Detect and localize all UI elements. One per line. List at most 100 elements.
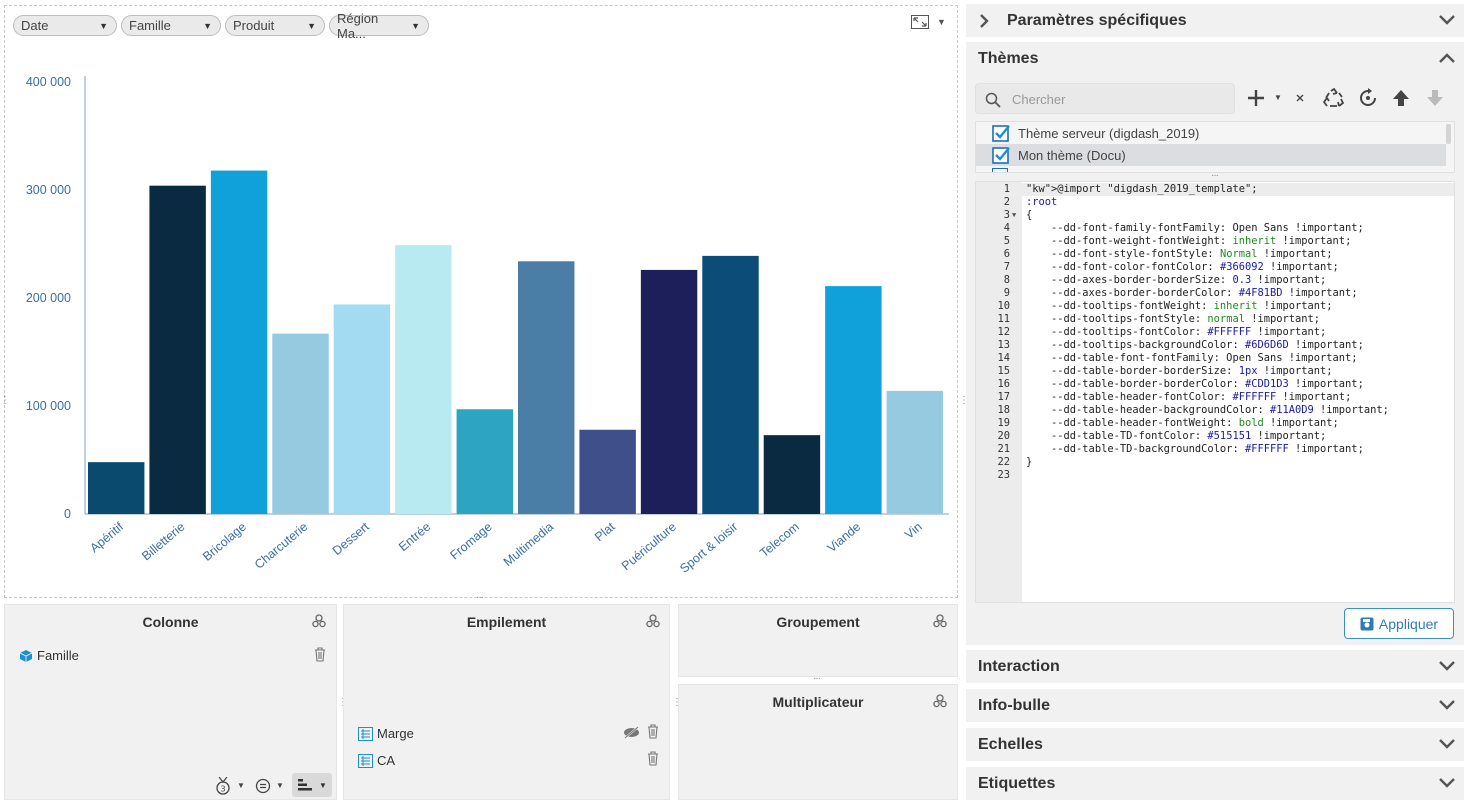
filter-region[interactable]: Région Ma... ▼ bbox=[329, 11, 429, 41]
zone-colonne[interactable]: Colonne Famille 3 ▼ ▼ ▼ bbox=[4, 604, 337, 800]
chevron-down-icon bbox=[1439, 700, 1455, 710]
css-code-editor[interactable]: 1 "kw">@import "digdash_2019_template"; 2:… bbox=[975, 181, 1455, 603]
code-line[interactable]: 3 ▼ { bbox=[976, 209, 1454, 222]
line-number: 7 bbox=[1003, 261, 1010, 273]
resize-handle[interactable]: ⋮ bbox=[0, 395, 10, 406]
sort-bars-icon bbox=[298, 779, 312, 791]
resize-handle[interactable]: ··· bbox=[813, 673, 821, 684]
code-line[interactable]: 16 --dd-table-border-borderColor: #CDD1D… bbox=[976, 378, 1454, 391]
ranking-icon[interactable]: 3 bbox=[215, 777, 231, 795]
section-parametres[interactable]: Paramètres spécifiques bbox=[966, 4, 1464, 37]
section-themes-header[interactable]: Thèmes bbox=[966, 42, 1464, 74]
code-line[interactable]: 5 --dd-font-weight-fontWeight: inherit !… bbox=[976, 235, 1454, 248]
expand-icon[interactable] bbox=[911, 15, 929, 29]
code-line[interactable]: 12 --dd-tooltips-fontColor: #FFFFFF !imp… bbox=[976, 326, 1454, 339]
section-interaction[interactable]: Interaction bbox=[966, 650, 1464, 683]
zone-item-marge[interactable]: Marge bbox=[358, 726, 414, 741]
trash-icon[interactable] bbox=[647, 751, 659, 766]
reset-icon[interactable] bbox=[1358, 88, 1378, 108]
gear-icon[interactable] bbox=[312, 614, 326, 628]
theme-item[interactable]: Mon thème (Docu) bbox=[976, 144, 1446, 166]
zone-groupement[interactable]: Groupement bbox=[678, 604, 958, 677]
code-line[interactable]: 19 --dd-table-header-fontWeight: bold !i… bbox=[976, 417, 1454, 430]
theme-search[interactable] bbox=[975, 83, 1235, 114]
sort-button[interactable]: ▼ bbox=[292, 773, 332, 797]
code-line[interactable]: 22} bbox=[976, 456, 1454, 469]
checkbox-checked-icon[interactable] bbox=[992, 146, 1011, 164]
resize-handle[interactable]: ⋮ bbox=[959, 395, 969, 406]
section-echelles[interactable]: Echelles bbox=[966, 728, 1464, 761]
move-down-icon[interactable] bbox=[1425, 88, 1445, 108]
code-line[interactable]: 8 --dd-axes-border-borderSize: 0.3 !impo… bbox=[976, 274, 1454, 287]
caret-down-icon[interactable]: ▼ bbox=[1274, 93, 1282, 102]
code-line[interactable]: 10 --dd-tooltips-fontWeight: inherit !im… bbox=[976, 300, 1454, 313]
save-icon bbox=[1360, 617, 1374, 630]
list-scrollbar[interactable] bbox=[1446, 124, 1451, 144]
resize-handle[interactable]: ··· bbox=[1211, 170, 1219, 181]
caret-down-icon[interactable]: ▼ bbox=[276, 781, 284, 790]
eye-off-icon[interactable] bbox=[623, 726, 640, 739]
code-line[interactable]: 9 --dd-axes-border-borderColor: #4F81BD … bbox=[976, 287, 1454, 300]
zone-colonne-title: Colonne bbox=[142, 614, 199, 630]
code-line[interactable]: 21 --dd-table-TD-backgroundColor: #FFFFF… bbox=[976, 443, 1454, 456]
recycle-icon[interactable] bbox=[1323, 88, 1345, 108]
fold-caret-icon[interactable]: ▼ bbox=[1012, 211, 1017, 219]
gear-icon[interactable] bbox=[933, 614, 947, 628]
zone-item-ca[interactable]: CA bbox=[358, 753, 395, 768]
y-tick-label: 400 000 bbox=[26, 75, 71, 89]
filter-produit[interactable]: Produit ▼ bbox=[225, 15, 325, 36]
section-etiquettes-title: Etiquettes bbox=[978, 775, 1056, 792]
checkbox-checked-icon[interactable] bbox=[992, 124, 1011, 142]
code-line[interactable]: 4 --dd-font-family-fontFamily: Open Sans… bbox=[976, 222, 1454, 235]
filter-date[interactable]: Date ▼ bbox=[13, 15, 117, 36]
zone-empilement[interactable]: Empilement Marge CA bbox=[343, 604, 670, 800]
section-infobulle[interactable]: Info-bulle bbox=[966, 689, 1464, 722]
code-line[interactable]: 20 --dd-table-TD-fontColor: #515151 !imp… bbox=[976, 430, 1454, 443]
theme-list: Thème serveur (digdash_2019) Mon thème (… bbox=[975, 121, 1455, 173]
filter-famille[interactable]: Famille ▼ bbox=[121, 15, 221, 36]
line-number: 5 bbox=[1003, 235, 1010, 247]
theme-item-label: Thème serveur (digdash_2019) bbox=[1018, 125, 1200, 141]
code-line[interactable]: 11 --dd-tooltips-fontStyle: normal !impo… bbox=[976, 313, 1454, 326]
code-line[interactable]: 6 --dd-font-style-fontStyle: Normal !imp… bbox=[976, 248, 1454, 261]
move-up-icon[interactable] bbox=[1391, 88, 1411, 108]
code-line[interactable]: 17 --dd-table-header-fontColor: #FFFFFF … bbox=[976, 391, 1454, 404]
bar-entr-e bbox=[395, 245, 452, 514]
code-line[interactable]: 18 --dd-table-header-backgroundColor: #1… bbox=[976, 404, 1454, 417]
theme-item[interactable]: Thème serveur (digdash_2019) bbox=[976, 122, 1446, 144]
apply-button-label: Appliquer bbox=[1378, 615, 1439, 632]
code-text: --dd-table-header-fontColor: #FFFFFF !im… bbox=[1026, 391, 1352, 403]
line-number: 21 bbox=[997, 443, 1010, 455]
trash-icon[interactable] bbox=[314, 647, 326, 662]
close-icon[interactable] bbox=[1295, 93, 1305, 103]
resize-handle[interactable]: ··· bbox=[476, 592, 484, 603]
resize-handle[interactable]: ⋮ bbox=[672, 697, 682, 708]
code-text: --dd-table-header-fontWeight: bold !impo… bbox=[1026, 417, 1339, 429]
gear-icon[interactable] bbox=[646, 614, 660, 628]
code-line[interactable]: 13 --dd-tooltips-backgroundColor: #6D6D6… bbox=[976, 339, 1454, 352]
code-text: --dd-table-border-borderSize: 1px !impor… bbox=[1026, 365, 1333, 377]
x-tick-label: Charcuterie bbox=[252, 520, 311, 572]
zone-multiplicateur[interactable]: Multiplicateur bbox=[678, 684, 958, 800]
code-line[interactable]: 14 --dd-table-font-fontFamily: Open Sans… bbox=[976, 352, 1454, 365]
filter-famille-label: Famille bbox=[129, 18, 171, 33]
search-input[interactable] bbox=[1012, 89, 1222, 109]
add-icon[interactable] bbox=[1246, 88, 1266, 108]
caret-down-icon[interactable]: ▼ bbox=[237, 781, 245, 790]
x-tick-label: Fromage bbox=[447, 520, 494, 563]
bar-ap-ritif bbox=[88, 462, 145, 514]
code-line[interactable]: 15 --dd-table-border-borderSize: 1px !im… bbox=[976, 365, 1454, 378]
code-line[interactable]: 7 --dd-font-color-fontColor: #366092 !im… bbox=[976, 261, 1454, 274]
code-line[interactable]: 23 bbox=[976, 469, 1454, 482]
code-line[interactable]: 2:root bbox=[976, 196, 1454, 209]
apply-button[interactable]: Appliquer bbox=[1344, 608, 1454, 639]
gear-icon[interactable] bbox=[933, 694, 947, 708]
section-etiquettes[interactable]: Etiquettes bbox=[966, 767, 1464, 800]
x-tick-label: Entrée bbox=[396, 520, 433, 554]
bar-charcuterie bbox=[272, 333, 329, 514]
zone-item-famille[interactable]: Famille bbox=[19, 648, 79, 663]
trash-icon[interactable] bbox=[647, 724, 659, 739]
chart-menu-caret-icon[interactable]: ▼ bbox=[937, 17, 946, 27]
code-line[interactable]: 1 "kw">@import "digdash_2019_template"; bbox=[976, 183, 1454, 196]
equals-circle-icon[interactable] bbox=[255, 778, 271, 794]
